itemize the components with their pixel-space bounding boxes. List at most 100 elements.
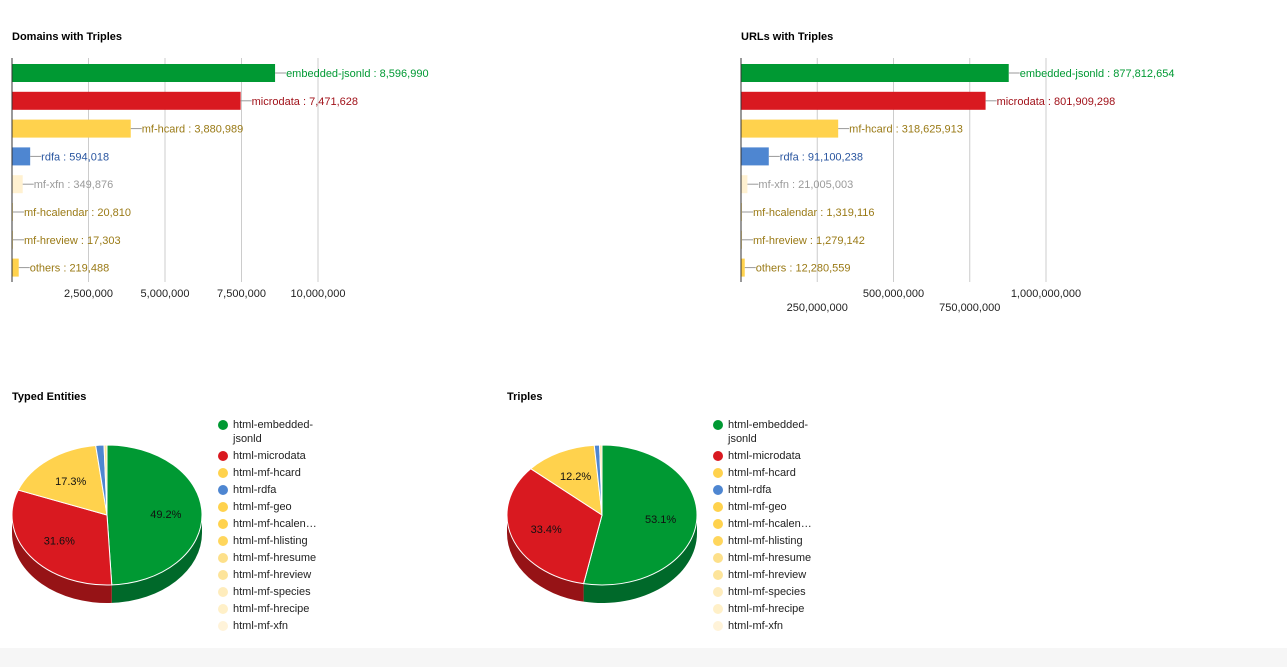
domains-bar-chart: 2,500,000 5,000,000 7,500,000 10,000,000 emb…: [11, 58, 429, 300]
legend-item: html-mf-xfn: [713, 619, 828, 633]
legend-label: html-mf-hcalen…: [728, 518, 812, 530]
legend-swatch: [218, 587, 228, 597]
typed-entities-pie-chart: 49.2% 31.6% 17.3%: [11, 444, 203, 603]
tick-label: 2,500,000: [64, 288, 113, 300]
tick-label: 500,000,000: [863, 288, 924, 300]
pie-side-html-microdata: [507, 515, 584, 602]
pie-percent-label: 49.2%: [150, 509, 181, 521]
legend-swatch: [713, 587, 723, 597]
urls-bar-chart: 250,000,000 500,000,000 750,000,000 1,000,0…: [740, 58, 1174, 314]
legend-label: html-embedded-jsonld: [233, 419, 314, 445]
legend-swatch: [218, 604, 228, 614]
legend-swatch: [218, 468, 228, 478]
pie-slice-html-microdata: [11, 489, 113, 586]
pie-slice-html-microdata: [506, 468, 603, 585]
data-label: mf-xfn : 349,876: [34, 179, 114, 191]
legend-label: html-mf-species: [728, 586, 806, 598]
legend-item: html-mf-species: [713, 585, 828, 599]
data-label: mf-hcard : 318,625,913: [849, 124, 963, 136]
tick-label: 7,500,000: [217, 288, 266, 300]
legend-label: html-mf-hcard: [728, 467, 796, 479]
pie-percent-label: 12.2%: [560, 471, 591, 483]
legend-label: html-rdfa: [233, 484, 277, 496]
tick-label: 5,000,000: [141, 288, 190, 300]
legend-item: html-mf-xfn: [218, 619, 333, 633]
legend-swatch: [218, 502, 228, 512]
legend-item: html-mf-species: [218, 585, 333, 599]
data-label: others : 12,280,559: [756, 263, 851, 275]
data-label: microdata : 7,471,628: [252, 96, 358, 108]
legend-item: html-mf-hcard: [713, 466, 828, 480]
bar-embedded-jsonld: [741, 64, 1009, 82]
legend-swatch: [218, 420, 228, 430]
legend-item: html-mf-hrecipe: [713, 602, 828, 616]
legend-label: html-mf-geo: [233, 501, 292, 513]
pie-side-html-microdata: [12, 515, 112, 603]
legend-item: html-mf-hcalen…: [713, 517, 828, 531]
pie-slice-others: [103, 444, 108, 516]
data-label: mf-xfn : 21,005,003: [758, 179, 853, 191]
pie-side-html-embedded-jsonld: [583, 515, 697, 603]
legend-swatch: [218, 536, 228, 546]
legend-item: html-mf-hlisting: [218, 534, 333, 548]
legend-swatch: [713, 519, 723, 529]
legend-label: html-mf-hcalen…: [233, 518, 317, 530]
data-label: mf-hreview : 17,303: [24, 235, 121, 247]
legend-item: html-rdfa: [218, 483, 333, 497]
bar-mf-xfn: [741, 175, 748, 194]
bar-embedded-jsonld: [12, 64, 276, 82]
pie-percent-label: 31.6%: [44, 536, 75, 548]
legend-swatch: [218, 451, 228, 461]
legend-label: html-mf-hrecipe: [728, 603, 805, 615]
legend-item: html-embedded-jsonld: [218, 418, 333, 446]
pie-percent-label: 17.3%: [55, 476, 86, 488]
domains-chart-title: Domains with Triples: [12, 31, 123, 43]
legend-item: html-mf-hreview: [713, 568, 828, 582]
legend-swatch: [218, 553, 228, 563]
legend-label: html-mf-hreview: [728, 569, 807, 581]
legend-item: html-mf-hresume: [218, 551, 333, 565]
tick-label: 250,000,000: [787, 302, 848, 314]
legend-swatch: [713, 604, 723, 614]
legend-swatch: [218, 519, 228, 529]
bar-others: [12, 258, 19, 277]
legend-swatch: [713, 621, 723, 631]
data-label: rdfa : 594,018: [41, 151, 109, 163]
bar-microdata: [12, 91, 241, 110]
data-label: mf-hcalendar : 1,319,116: [753, 207, 874, 219]
pie-slice-html-embedded-jsonld: [582, 444, 698, 586]
legend-swatch: [713, 553, 723, 563]
legend-swatch: [218, 485, 228, 495]
bar-others: [741, 258, 745, 277]
legend-item: html-microdata: [713, 449, 828, 463]
legend-label: html-mf-hresume: [728, 552, 812, 564]
legend-label: html-mf-hlisting: [728, 535, 803, 547]
legend-label: html-microdata: [233, 450, 306, 462]
legend-item: html-mf-hcard: [218, 466, 333, 480]
legend-swatch: [713, 451, 723, 461]
bar-rdfa: [741, 147, 769, 166]
urls-chart-title: URLs with Triples: [741, 31, 834, 43]
legend-swatch: [713, 570, 723, 580]
triples-pie-chart: 53.1% 33.4% 12.2%: [506, 444, 698, 603]
legend-label: html-mf-xfn: [728, 620, 783, 632]
data-label: rdfa : 91,100,238: [780, 151, 863, 163]
pie-percent-label: 53.1%: [645, 514, 676, 526]
legend-label: html-microdata: [728, 450, 801, 462]
pie-slice-html-mf-hcard: [17, 444, 108, 516]
legend-item: html-mf-geo: [713, 500, 828, 514]
legend-swatch: [713, 536, 723, 546]
legend-label: html-mf-species: [233, 586, 311, 598]
bar-mf-xfn: [12, 175, 23, 194]
typed-entities-title: Typed Entities: [12, 391, 87, 403]
legend-swatch: [218, 621, 228, 631]
triples-legend: html-embedded-jsonld html-microdata html-m…: [713, 418, 828, 636]
legend-item: html-microdata: [218, 449, 333, 463]
pie-percent-label: 33.4%: [531, 524, 562, 536]
pie-side-html-embedded-jsonld: [111, 515, 202, 603]
data-label: mf-hcalendar : 20,810: [24, 207, 131, 219]
typed-entities-legend: html-embedded-jsonld html-microdata html-m…: [218, 418, 333, 636]
legend-item: html-mf-hreview: [218, 568, 333, 582]
legend-label: html-mf-hrecipe: [233, 603, 310, 615]
data-label: mf-hcard : 3,880,989: [142, 124, 244, 136]
